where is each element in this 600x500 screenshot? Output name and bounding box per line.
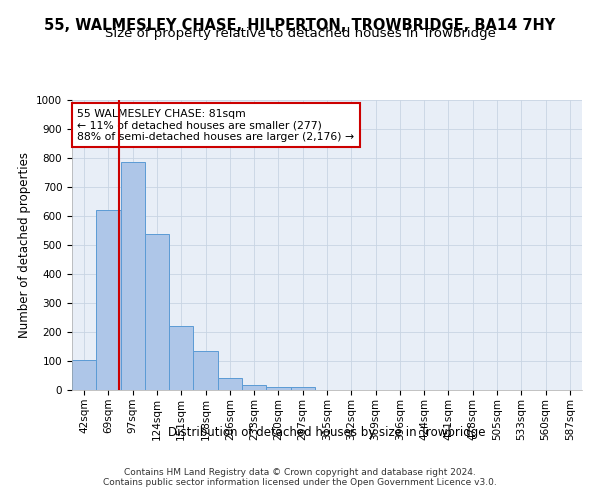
Bar — [218, 378, 242, 390]
Bar — [169, 326, 193, 390]
Bar — [121, 162, 145, 390]
Text: Distribution of detached houses by size in Trowbridge: Distribution of detached houses by size … — [168, 426, 486, 439]
Bar — [242, 385, 266, 390]
Bar — [266, 386, 290, 390]
Bar — [193, 352, 218, 390]
Y-axis label: Number of detached properties: Number of detached properties — [17, 152, 31, 338]
Bar — [96, 210, 121, 390]
Text: 55, WALMESLEY CHASE, HILPERTON, TROWBRIDGE, BA14 7HY: 55, WALMESLEY CHASE, HILPERTON, TROWBRID… — [44, 18, 556, 32]
Text: Size of property relative to detached houses in Trowbridge: Size of property relative to detached ho… — [104, 28, 496, 40]
Bar — [145, 234, 169, 390]
Bar — [72, 360, 96, 390]
Text: Contains HM Land Registry data © Crown copyright and database right 2024.: Contains HM Land Registry data © Crown c… — [124, 468, 476, 477]
Text: 55 WALMESLEY CHASE: 81sqm
← 11% of detached houses are smaller (277)
88% of semi: 55 WALMESLEY CHASE: 81sqm ← 11% of detac… — [77, 108, 354, 142]
Bar — [290, 386, 315, 390]
Text: Contains public sector information licensed under the Open Government Licence v3: Contains public sector information licen… — [103, 478, 497, 487]
